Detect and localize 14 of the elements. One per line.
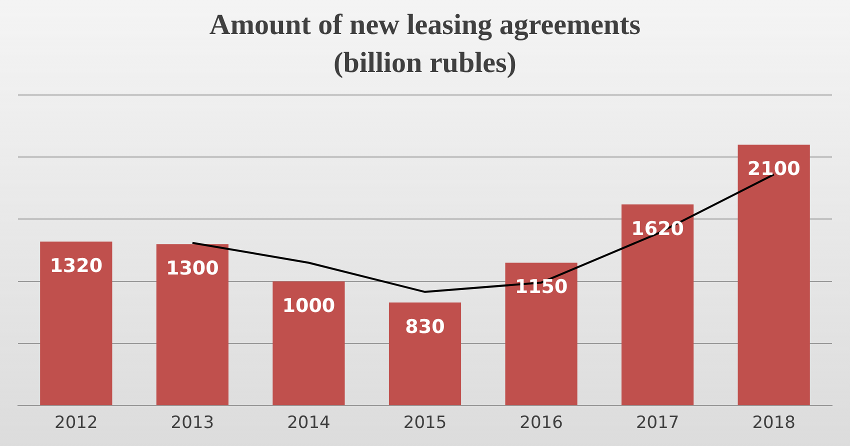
data-label: 830 (405, 316, 445, 338)
data-label: 1000 (282, 294, 336, 317)
x-tick-label: 2018 (752, 413, 796, 434)
data-label: 1150 (514, 276, 568, 298)
x-tick-label: 2013 (170, 413, 214, 434)
x-tick-label: 2012 (54, 413, 98, 434)
x-tick-label: 2015 (403, 413, 447, 434)
x-tick-label: 2017 (636, 413, 680, 434)
chart-title: Amount of new leasing agreements (billion rubles) (208, 8, 642, 81)
x-tick-label: 2014 (287, 413, 330, 434)
x-tick-label: 2016 (520, 413, 563, 434)
data-label: 2100 (747, 158, 800, 180)
data-label: 1320 (50, 255, 103, 278)
data-label: 1300 (166, 258, 219, 280)
